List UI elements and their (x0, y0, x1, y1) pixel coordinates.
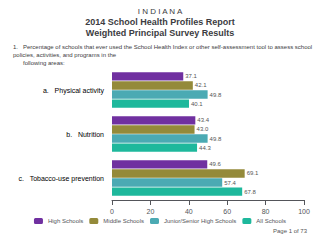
svg-text:49.8: 49.8 (210, 136, 222, 142)
svg-text:60: 60 (223, 208, 231, 215)
svg-text:a. Physical activity: a. Physical activity (43, 87, 105, 95)
svg-text:High Schools: High Schools (48, 218, 83, 224)
svg-text:69.1: 69.1 (247, 170, 259, 176)
svg-text:40: 40 (185, 208, 193, 215)
svg-text:80: 80 (262, 208, 270, 215)
svg-text:49.6: 49.6 (209, 161, 221, 167)
svg-text:All Schools: All Schools (256, 218, 286, 224)
svg-text:42.1: 42.1 (195, 82, 207, 88)
svg-text:20: 20 (147, 208, 155, 215)
svg-text:b. Nutrition: b. Nutrition (66, 131, 104, 138)
svg-text:43.4: 43.4 (197, 117, 209, 123)
svg-text:Page 1 of 73: Page 1 of 73 (273, 228, 308, 234)
svg-text:Junior/Senior High Schools: Junior/Senior High Schools (164, 218, 236, 224)
svg-text:I N D I A N A: I N D I A N A (138, 7, 183, 16)
svg-text:0: 0 (110, 208, 114, 215)
svg-text:Middle Schools: Middle Schools (103, 218, 144, 224)
svg-text:following areas:: following areas: (13, 60, 65, 66)
svg-text:1. Percentage of schools tha: 1. Percentage of schools that ever used … (13, 44, 314, 50)
svg-text:2014 School Health Profiles Re: 2014 School Health Profiles Report (85, 17, 235, 27)
svg-text:Weighted Principal Survey Resu: Weighted Principal Survey Results (86, 28, 234, 38)
svg-text:44.3: 44.3 (199, 145, 211, 151)
svg-text:c. Tobacco-use prevention: c. Tobacco-use prevention (19, 175, 105, 183)
svg-text:policies, activities, and prog: policies, activities, and programs in th… (13, 52, 117, 58)
svg-text:57.4: 57.4 (224, 180, 236, 186)
svg-text:43.0: 43.0 (197, 126, 209, 132)
svg-text:40.1: 40.1 (191, 101, 203, 107)
svg-text:37.1: 37.1 (185, 73, 197, 79)
svg-text:67.8: 67.8 (244, 189, 256, 195)
svg-text:100: 100 (298, 208, 310, 215)
svg-text:49.8: 49.8 (210, 92, 222, 98)
